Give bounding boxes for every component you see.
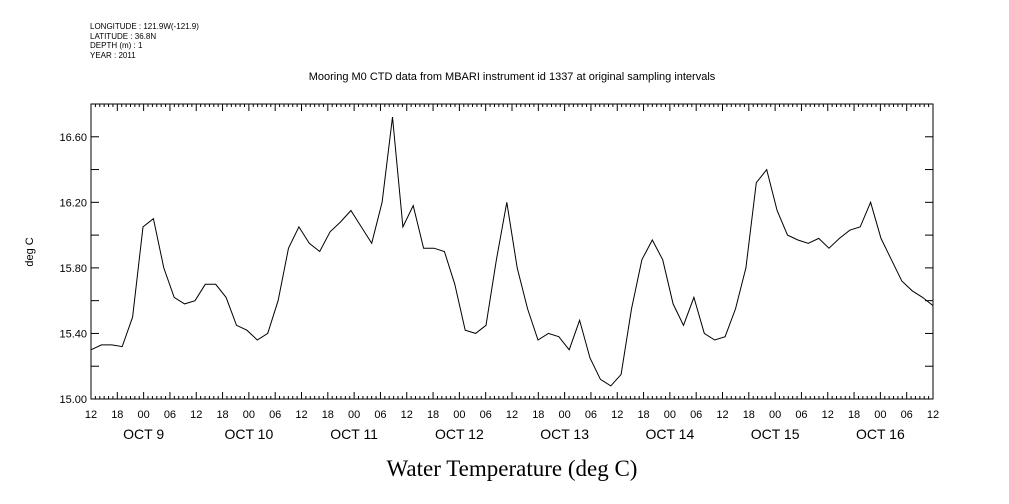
x-hour-label: 18 <box>216 409 228 421</box>
x-hour-label: 12 <box>611 409 623 421</box>
x-hour-label: 18 <box>427 409 439 421</box>
y-tick-label: 15.80 <box>59 263 87 275</box>
x-hour-label: 00 <box>769 409 781 421</box>
x-day-label: OCT 14 <box>645 426 694 442</box>
x-hour-label: 00 <box>138 409 150 421</box>
x-hour-label: 06 <box>480 409 492 421</box>
x-day-label: OCT 12 <box>435 426 484 442</box>
x-hour-label: 06 <box>164 409 176 421</box>
x-day-label: OCT 9 <box>123 426 164 442</box>
temperature-series-line <box>90 117 934 387</box>
x-hour-label: 12 <box>190 409 202 421</box>
x-hour-label: 18 <box>532 409 544 421</box>
x-day-label: OCT 13 <box>540 426 589 442</box>
y-axis: 15.00 15.40 15.80 16.20 16.60 <box>59 103 933 406</box>
y-tick-label: 16.60 <box>59 132 87 144</box>
y-tick-label: 15.00 <box>59 394 87 406</box>
x-hour-label: 06 <box>901 409 913 421</box>
x-day-label: OCT 15 <box>751 426 800 442</box>
y-tick-label: 16.20 <box>59 197 87 209</box>
y-axis-label: deg C <box>24 237 36 266</box>
x-hour-label: 00 <box>243 409 255 421</box>
x-day-label: OCT 11 <box>330 426 378 442</box>
x-hour-label: 06 <box>374 409 386 421</box>
x-hour-label: 12 <box>401 409 413 421</box>
y-tick-label: 15.40 <box>59 328 87 340</box>
x-hour-label: 12 <box>716 409 728 421</box>
x-hour-label: 06 <box>585 409 597 421</box>
x-day-label: OCT 10 <box>224 426 273 442</box>
year-label: YEAR : 2011 <box>90 50 136 60</box>
x-hour-label: 18 <box>743 409 755 421</box>
x-hour-label: 06 <box>269 409 281 421</box>
x-hour-label: 12 <box>85 409 97 421</box>
x-hour-label: 00 <box>453 409 465 421</box>
depth-label: DEPTH (m) : 1 <box>90 41 143 50</box>
x-hour-label: 12 <box>295 409 307 421</box>
metadata-block: LONGITUDE : 121.9W(-121.9) LATITUDE : 36… <box>90 22 199 60</box>
x-hour-label: 00 <box>559 409 571 421</box>
x-axis: 12 18 00 06 12 18 00 06 12 18 00 06 12 18 00 06 12 18 00 06… <box>85 104 939 442</box>
x-hour-label: 18 <box>848 409 860 421</box>
x-hour-label: 12 <box>822 409 834 421</box>
x-hour-label: 12 <box>927 409 939 421</box>
x-day-label: OCT 16 <box>856 426 905 442</box>
longitude-label: LONGITUDE : 121.9W(-121.9) <box>90 22 199 31</box>
x-hour-label: 06 <box>795 409 807 421</box>
x-hour-label: 18 <box>637 409 649 421</box>
x-hour-label: 00 <box>874 409 886 421</box>
plot-frame <box>90 103 934 400</box>
x-hour-label: 00 <box>664 409 676 421</box>
chart-title: Mooring M0 CTD data from MBARI instrumen… <box>309 71 716 83</box>
x-hour-label: 12 <box>506 409 518 421</box>
latitude-label: LATITUDE : 36.8N <box>90 31 157 41</box>
x-hour-label: 18 <box>322 409 334 421</box>
x-hour-label: 06 <box>690 409 702 421</box>
x-hour-label: 00 <box>348 409 360 421</box>
x-hour-label: 18 <box>111 409 123 421</box>
x-axis-caption: Water Temperature (deg C) <box>387 456 638 481</box>
